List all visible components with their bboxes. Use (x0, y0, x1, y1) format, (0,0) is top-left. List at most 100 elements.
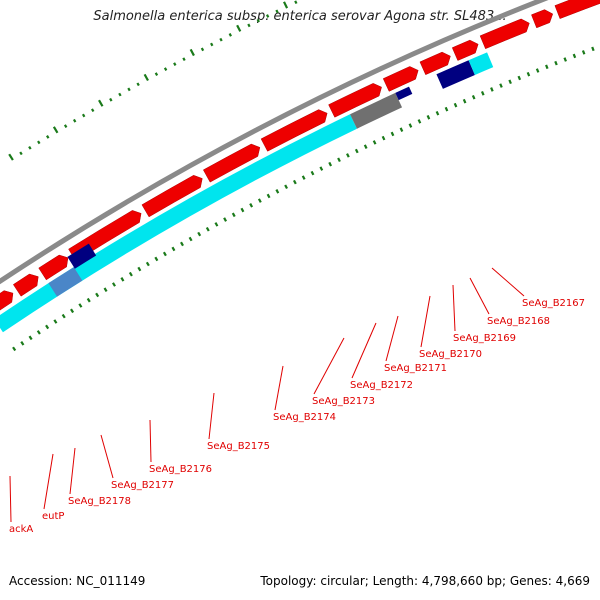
inner-tick (453, 102, 458, 108)
gene-label-leader (208, 392, 215, 440)
gene-label[interactable]: SeAg_B2178 (68, 496, 131, 507)
inner-tick (240, 207, 245, 213)
gene-label[interactable]: SeAg_B2167 (522, 298, 585, 309)
inner-tick (435, 110, 440, 116)
reverse-cds-feature[interactable] (0, 114, 357, 333)
forward-cds-feature[interactable] (419, 51, 451, 76)
gene-label-leader (69, 447, 76, 495)
gene-label-leader (469, 277, 490, 315)
gene-label-leader (491, 267, 525, 297)
kbp-minor-tick (247, 23, 251, 28)
inner-tick (319, 166, 324, 171)
inner-tick (145, 261, 150, 267)
gene-label-leader (452, 284, 456, 332)
inner-tick (337, 157, 341, 163)
inner-tick (363, 144, 368, 149)
forward-cds-feature[interactable] (451, 39, 479, 61)
overlap-feature[interactable] (48, 267, 83, 297)
forward-cds-feature[interactable] (531, 9, 554, 29)
inner-tick (499, 83, 503, 88)
inner-tick (45, 324, 50, 330)
rna-feature[interactable] (436, 60, 475, 89)
kbp-minor-tick (275, 9, 279, 14)
kbp-minor-tick (219, 37, 223, 42)
forward-cds-feature[interactable] (0, 290, 14, 316)
kbp-minor-tick (265, 14, 270, 18)
gene-label-leader (100, 434, 114, 479)
inner-tick (197, 231, 202, 237)
inner-tick (372, 140, 377, 145)
inner-tick (581, 50, 586, 55)
gene-label-leader (313, 337, 345, 395)
rna-feature[interactable] (67, 243, 97, 269)
gene-label-leader (385, 315, 399, 362)
inner-tick (53, 319, 58, 324)
gene-label[interactable]: SeAg_B2174 (273, 412, 336, 423)
forward-cds-feature[interactable] (202, 143, 261, 183)
inner-tick (162, 251, 167, 257)
gene-label-leader (420, 295, 431, 348)
kbp-major-tick (189, 48, 195, 57)
inner-tick (223, 217, 228, 222)
gene-label[interactable]: SeAg_B2176 (149, 464, 212, 475)
inner-tick (171, 246, 176, 252)
gene-label-leader (149, 419, 152, 463)
gene-label[interactable]: SeAg_B2177 (111, 480, 174, 491)
forward-cds-feature[interactable] (260, 109, 328, 152)
kbp-minor-tick (127, 87, 131, 92)
inner-tick (399, 127, 404, 132)
inner-tick (70, 308, 75, 314)
kbp-minor-tick (28, 145, 32, 150)
inner-tick (128, 271, 133, 277)
gene-label-leader (351, 322, 377, 379)
inner-tick (61, 313, 66, 319)
kbp-minor-tick (81, 113, 86, 118)
kbp-minor-tick (118, 92, 122, 97)
rna-feature[interactable] (395, 86, 413, 101)
gene-label[interactable]: SeAg_B2171 (384, 363, 447, 374)
forward-cds-feature[interactable] (554, 0, 600, 19)
gene-label[interactable]: SeAg_B2172 (350, 380, 413, 391)
inner-tick (205, 226, 210, 232)
kbp-minor-tick (210, 42, 214, 47)
inner-tick (284, 184, 288, 190)
inner-tick (231, 212, 236, 218)
gene-label[interactable]: SeAg_B2170 (419, 349, 482, 360)
inner-tick (462, 98, 467, 104)
accession-text: Accession: NC_011149 (9, 574, 146, 588)
forward-cds-feature[interactable] (382, 66, 419, 92)
gene-label-leader (43, 453, 54, 510)
kbp-major-tick (52, 126, 59, 134)
gene-label[interactable]: SeAg_B2168 (487, 316, 550, 327)
kbp-minor-tick (163, 67, 168, 71)
inner-tick (381, 135, 386, 141)
inner-tick (417, 119, 422, 124)
kbp-minor-tick (294, 0, 298, 5)
pseudogene-feature[interactable] (350, 92, 403, 129)
forward-cds-feature[interactable] (328, 83, 382, 118)
inner-tick (426, 115, 431, 120)
kbp-minor-tick (200, 47, 205, 52)
gene-label[interactable]: SeAg_B2169 (453, 333, 516, 344)
kbp-minor-tick (63, 124, 68, 128)
kbp-minor-tick (109, 97, 113, 102)
inner-tick (545, 64, 549, 70)
inner-tick (137, 266, 142, 272)
genome-backbone (0, 0, 549, 285)
forward-cds-feature[interactable] (38, 254, 69, 281)
inner-tick (346, 153, 350, 158)
inner-tick (180, 241, 184, 247)
gene-label[interactable]: ackA (9, 524, 33, 535)
forward-cds-feature[interactable] (12, 273, 39, 297)
reverse-cds-feature[interactable] (468, 52, 494, 75)
forward-cds-feature[interactable] (141, 175, 203, 218)
gene-label[interactable]: eutP (42, 511, 64, 522)
kbp-minor-tick (136, 82, 140, 87)
gene-label[interactable]: SeAg_B2175 (207, 441, 270, 452)
gene-label[interactable]: SeAg_B2173 (312, 396, 375, 407)
forward-cds-feature[interactable] (479, 18, 530, 50)
kbp-major-tick (283, 1, 289, 9)
inner-tick (257, 198, 262, 203)
